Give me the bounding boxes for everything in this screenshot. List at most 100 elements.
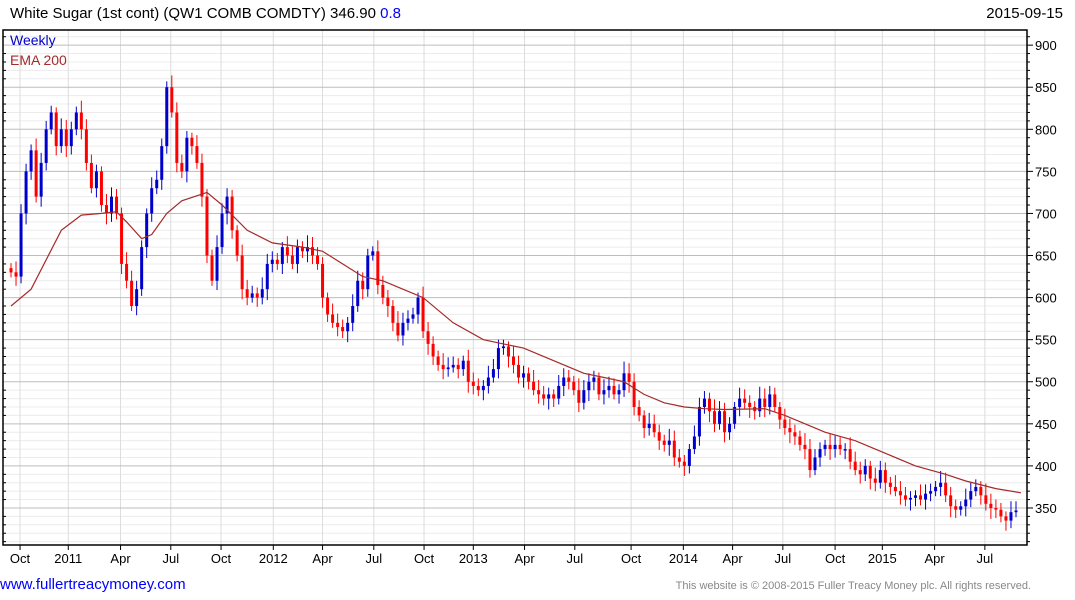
candle-down <box>944 482 948 496</box>
candle-up <box>270 259 274 264</box>
candle-up <box>401 322 405 336</box>
candle-down <box>853 461 857 471</box>
x-tick-label: Jul <box>566 551 583 566</box>
candle-up <box>94 171 98 189</box>
candle-up <box>592 377 596 382</box>
candle-down <box>200 162 204 197</box>
candle-down <box>341 327 345 332</box>
candle-down <box>642 415 646 429</box>
candle-down <box>788 428 792 433</box>
candle-up <box>265 263 269 290</box>
candle-down <box>954 506 958 510</box>
plot-frame <box>2 29 1028 546</box>
candle-down <box>456 364 460 370</box>
candle-up <box>461 360 465 370</box>
candle-up <box>346 322 350 332</box>
candle-down <box>763 398 767 407</box>
x-tick-label: 2013 <box>459 551 488 566</box>
x-tick-label: Oct <box>10 551 31 566</box>
chart-date: 2015-09-15 <box>986 5 1063 22</box>
candle-up <box>351 306 355 323</box>
candle-up <box>562 377 566 386</box>
candle-down <box>14 272 18 277</box>
x-tick-label: Apr <box>924 551 945 566</box>
candle-up <box>165 87 169 147</box>
candle-up <box>969 491 973 500</box>
candle-down <box>888 482 892 487</box>
candle-down <box>713 411 716 424</box>
x-tick-label: 2015 <box>868 551 897 566</box>
candle-down <box>311 247 314 256</box>
candle-up <box>366 255 370 290</box>
candle-up <box>160 146 164 180</box>
copyright-text: This website is © 2008-2015 Fuller Treac… <box>675 580 1031 592</box>
x-tick-label: Jul <box>977 551 994 566</box>
candle-down <box>326 297 330 315</box>
candle-down <box>275 259 279 264</box>
candle-down <box>632 381 636 407</box>
candle-down <box>512 356 515 365</box>
y-tick-label: 600 <box>1035 291 1057 306</box>
x-tick-label: Jul <box>365 551 382 566</box>
candle-up <box>959 506 963 510</box>
candle-down <box>672 440 676 458</box>
x-tick-label: 2011 <box>54 551 82 566</box>
candle-up <box>833 444 837 450</box>
candle-up <box>878 470 882 483</box>
candle-down <box>436 356 440 365</box>
candle-up <box>371 251 375 256</box>
candle-up <box>74 112 78 130</box>
candle-up <box>501 346 505 349</box>
candle-up <box>687 449 691 466</box>
candle-down <box>84 129 88 163</box>
candle-down <box>170 87 174 113</box>
y-tick-label: 850 <box>1035 80 1057 95</box>
candle-up <box>908 497 912 500</box>
candle-down <box>723 411 727 433</box>
candle-down <box>657 432 661 441</box>
site-link[interactable]: www.fullertreacymoney.com <box>0 576 186 593</box>
candle-up <box>813 457 817 471</box>
candle-down <box>230 196 234 231</box>
candle-up <box>818 449 822 458</box>
candle-down <box>125 263 129 281</box>
candle-down <box>316 255 320 264</box>
candle-up <box>49 112 53 130</box>
x-tick-label: Apr <box>514 551 535 566</box>
candle-up <box>59 129 63 147</box>
x-tick-label: Oct <box>621 551 642 566</box>
y-tick-label: 700 <box>1035 206 1057 221</box>
candle-down <box>652 423 656 433</box>
candle-down <box>858 470 862 475</box>
candle-up <box>225 196 229 214</box>
candle-down <box>381 284 385 298</box>
candle-down <box>190 137 194 147</box>
candle-up <box>29 150 33 172</box>
x-tick-label: Oct <box>825 551 846 566</box>
candle-up <box>44 129 48 163</box>
candle-up <box>914 495 917 498</box>
x-tick-label: 2012 <box>259 551 288 566</box>
candle-up <box>155 179 159 189</box>
candle-down <box>989 503 993 508</box>
candle-down <box>290 255 294 264</box>
candle-down <box>426 331 430 344</box>
candle-up <box>260 289 264 298</box>
candle-down <box>54 112 58 147</box>
candle-down <box>130 280 134 307</box>
candle-down <box>532 381 536 391</box>
candle-up <box>738 398 742 407</box>
candle-down <box>743 398 747 403</box>
candle-down <box>793 432 797 437</box>
candle-down <box>300 247 304 252</box>
candle-up <box>702 398 706 407</box>
candle-down <box>9 268 13 273</box>
candle-down <box>331 314 335 323</box>
candle-down <box>321 263 325 298</box>
candle-down <box>34 150 38 197</box>
candle-up <box>692 436 696 450</box>
x-tick-label: Jul <box>162 551 179 566</box>
candle-up <box>416 297 420 315</box>
candle-down <box>527 373 531 382</box>
candle-down <box>994 507 998 510</box>
